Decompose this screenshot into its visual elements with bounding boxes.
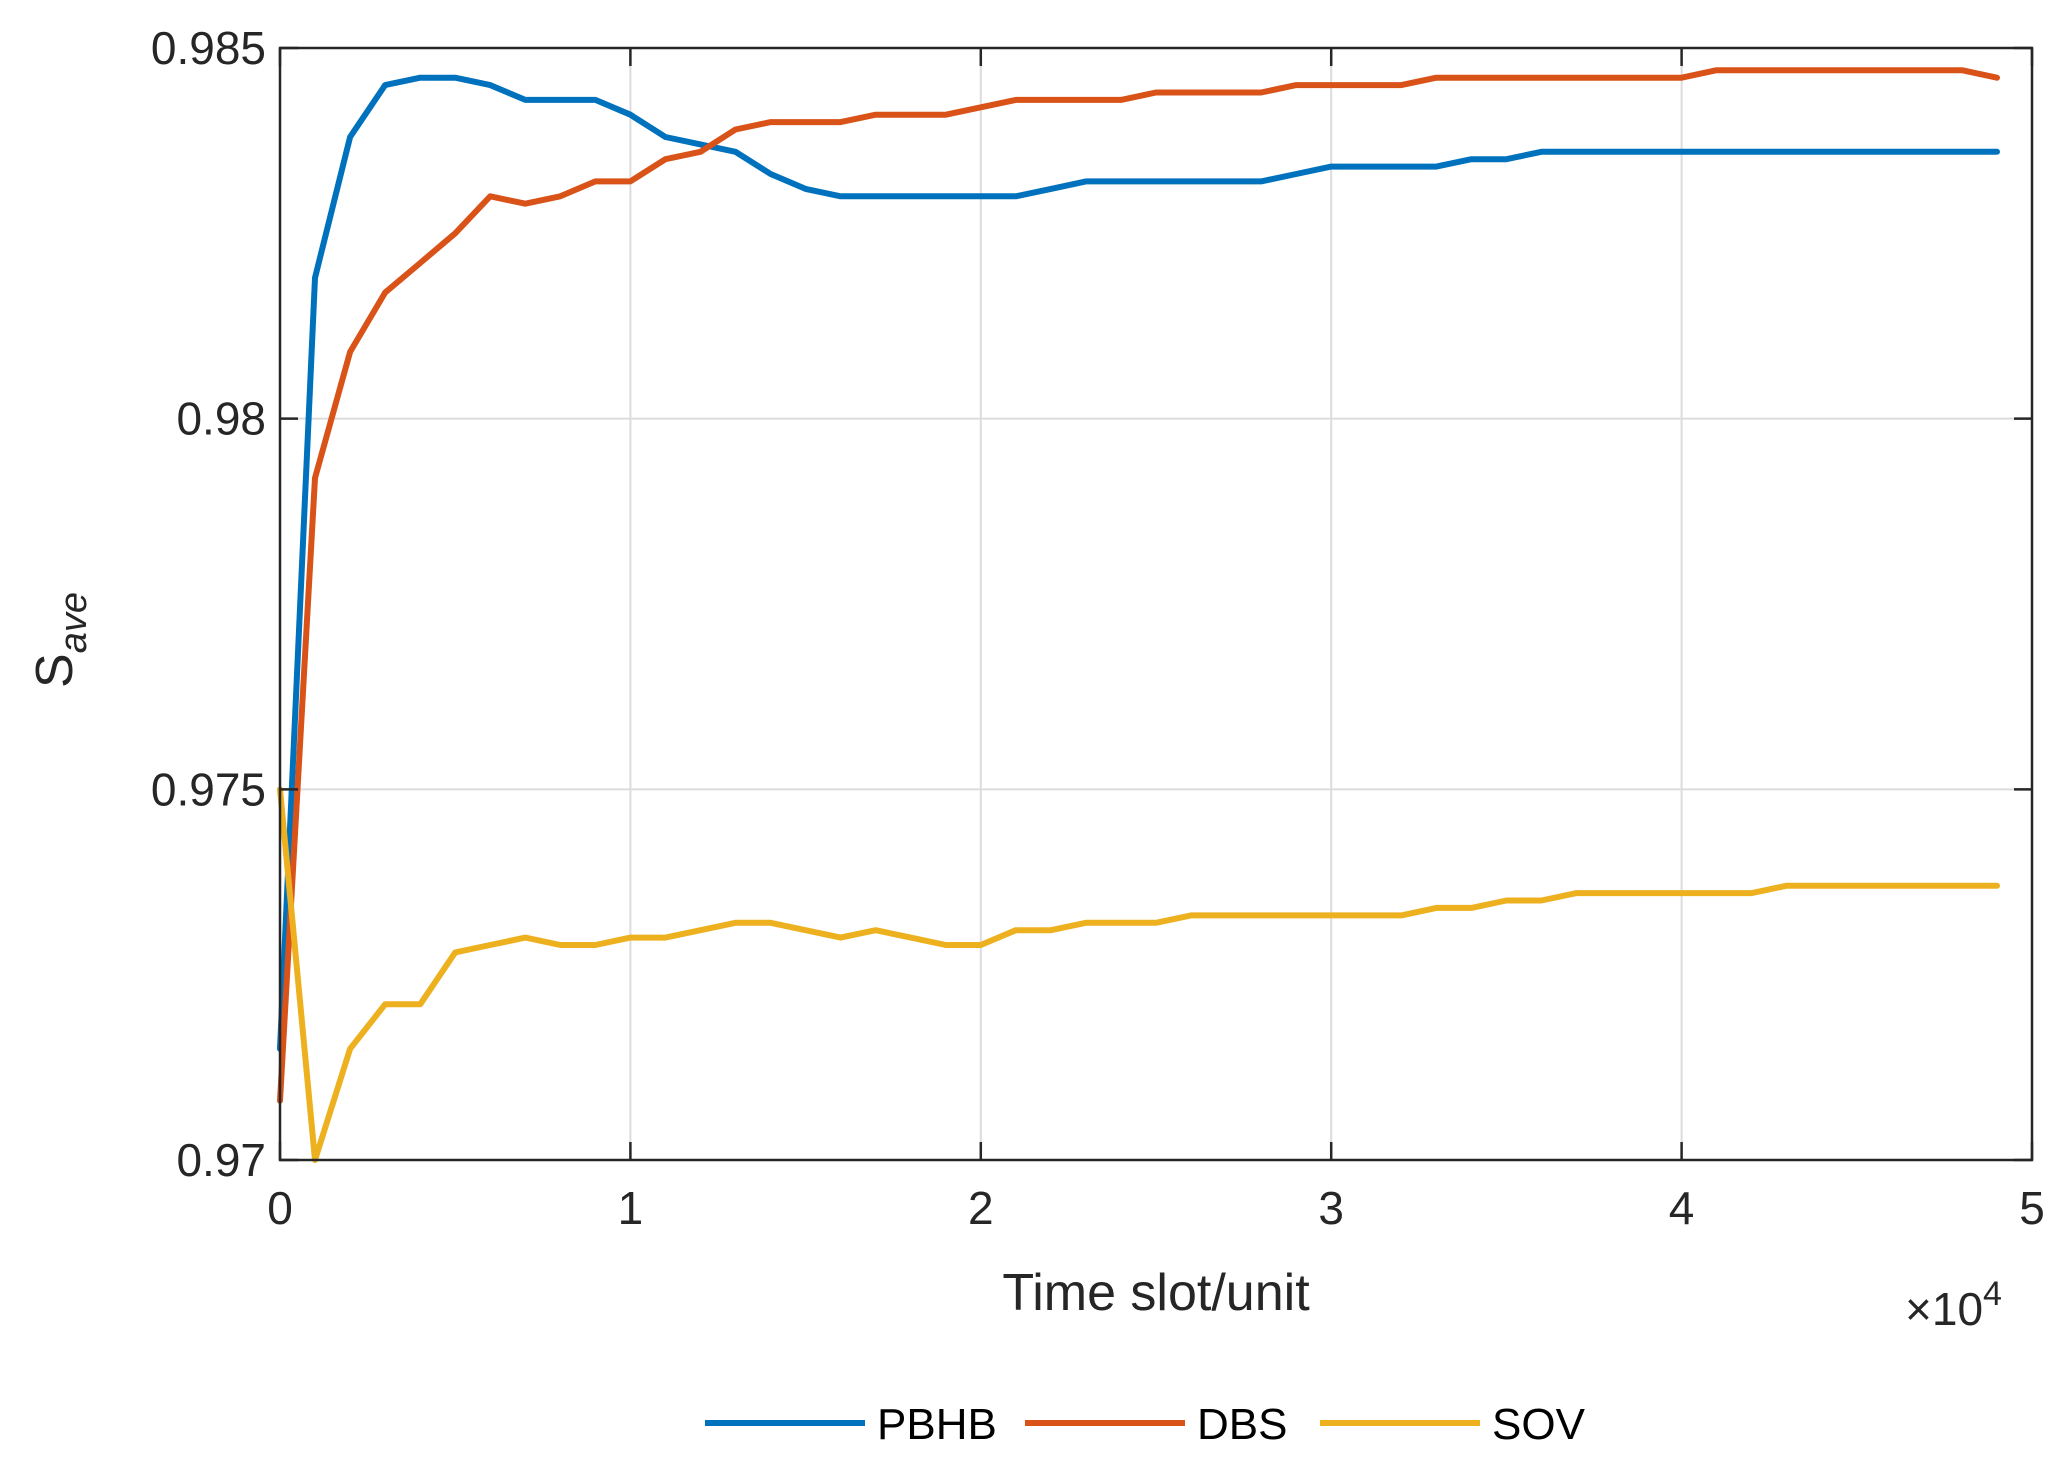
y-gridlines bbox=[280, 417, 2032, 791]
x-tick-label: 3 bbox=[1318, 1182, 1344, 1234]
y-tick-label: 0.98 bbox=[176, 393, 266, 445]
y-tick-labels: 0.97 0.975 0.98 0.985 bbox=[151, 22, 266, 1186]
legend-label-pbhb: PBHB bbox=[877, 1400, 997, 1449]
series-line-pbhb bbox=[277, 74, 2000, 1052]
x-tick-label: 1 bbox=[618, 1182, 644, 1234]
svg-text:Save: Save bbox=[26, 592, 95, 688]
y-axis-label: Save bbox=[26, 592, 95, 688]
y-tick-label: 0.97 bbox=[176, 1134, 266, 1186]
y-axis-label-main: S bbox=[26, 653, 84, 688]
y-axis-label-subscript: ave bbox=[53, 592, 95, 653]
legend: PBHB DBS SOV bbox=[705, 1400, 1586, 1449]
x-axis-label: Time slot/unit bbox=[1002, 1264, 1310, 1322]
x-tick-label: 4 bbox=[1669, 1182, 1695, 1234]
series-line-sov bbox=[277, 786, 2000, 1163]
x-tick-labels: 0 1 2 3 4 5 bbox=[267, 1182, 2045, 1234]
x-tick-label: 2 bbox=[968, 1182, 994, 1234]
legend-label-dbs: DBS bbox=[1197, 1400, 1287, 1449]
plot-frame bbox=[278, 46, 2034, 1162]
x-tick-label: 5 bbox=[2019, 1182, 2045, 1234]
plot-background bbox=[280, 48, 2032, 1160]
axis-ticks bbox=[278, 46, 2034, 1162]
x-multiplier-exponent: 4 bbox=[1983, 1275, 2002, 1313]
x-multiplier-base: ×10 bbox=[1905, 1283, 1983, 1335]
legend-label-sov: SOV bbox=[1492, 1400, 1586, 1449]
x-tick-label: 0 bbox=[267, 1182, 293, 1234]
x-axis-multiplier: ×104 bbox=[1905, 1275, 2002, 1335]
y-tick-label: 0.975 bbox=[151, 763, 266, 815]
series-lines bbox=[277, 67, 2000, 1163]
y-tick-label: 0.985 bbox=[151, 22, 266, 74]
series-line-dbs bbox=[277, 67, 2000, 1104]
x-gridlines bbox=[629, 48, 1683, 1160]
